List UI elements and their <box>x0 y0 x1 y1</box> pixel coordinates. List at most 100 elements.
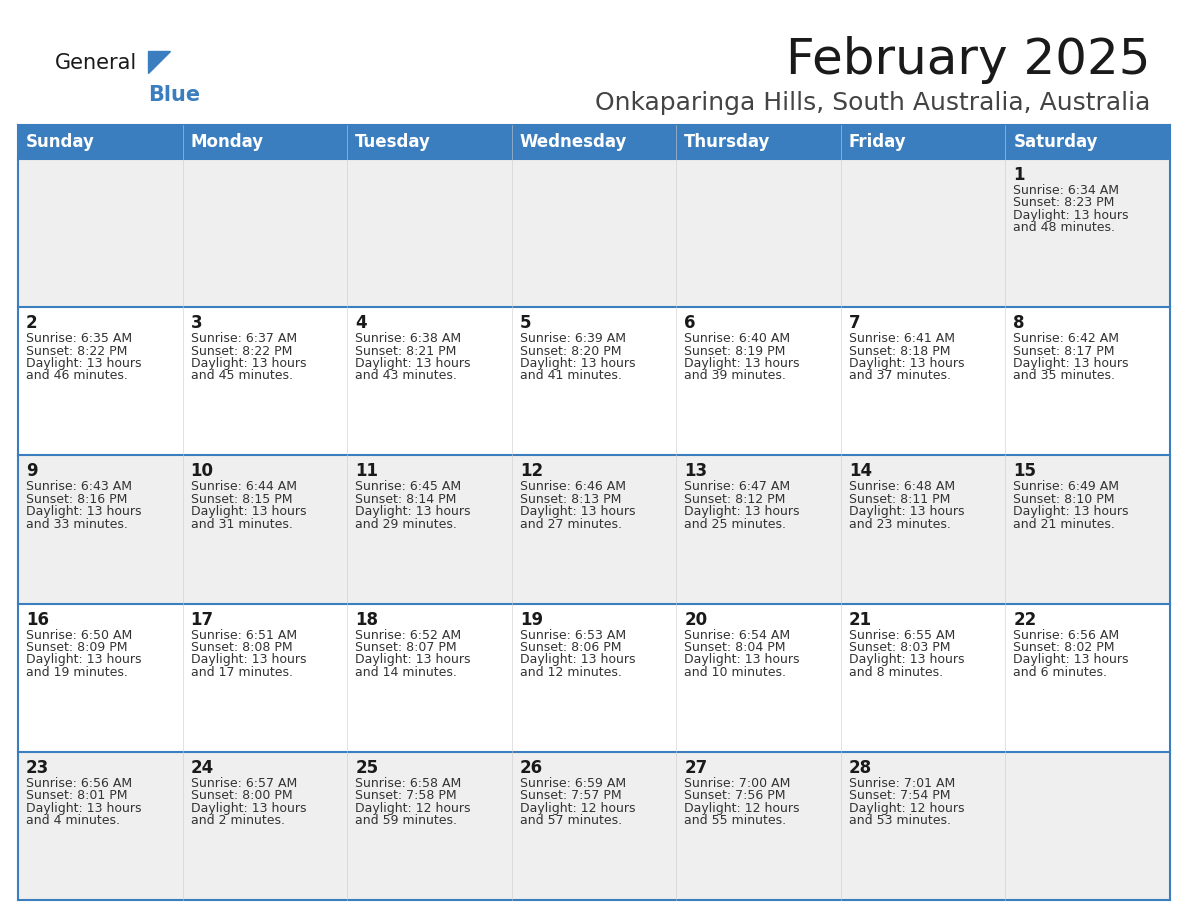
Text: Sunset: 8:11 PM: Sunset: 8:11 PM <box>849 493 950 506</box>
Text: Sunrise: 6:51 AM: Sunrise: 6:51 AM <box>190 629 297 642</box>
Text: and 53 minutes.: and 53 minutes. <box>849 814 950 827</box>
Text: 8: 8 <box>1013 314 1025 332</box>
Text: Sunset: 8:04 PM: Sunset: 8:04 PM <box>684 641 785 654</box>
Text: Daylight: 12 hours: Daylight: 12 hours <box>684 801 800 814</box>
Text: Sunrise: 6:39 AM: Sunrise: 6:39 AM <box>519 332 626 345</box>
Text: 4: 4 <box>355 314 367 332</box>
Text: Sunrise: 6:55 AM: Sunrise: 6:55 AM <box>849 629 955 642</box>
Text: Sunrise: 6:46 AM: Sunrise: 6:46 AM <box>519 480 626 493</box>
Text: Sunrise: 6:50 AM: Sunrise: 6:50 AM <box>26 629 132 642</box>
Bar <box>18 125 183 159</box>
Text: Daylight: 13 hours: Daylight: 13 hours <box>849 654 965 666</box>
Text: Sunday: Sunday <box>26 133 95 151</box>
Polygon shape <box>148 51 170 73</box>
Text: Sunrise: 6:59 AM: Sunrise: 6:59 AM <box>519 777 626 789</box>
Text: Daylight: 13 hours: Daylight: 13 hours <box>684 505 800 519</box>
Text: Sunset: 8:13 PM: Sunset: 8:13 PM <box>519 493 621 506</box>
Text: and 57 minutes.: and 57 minutes. <box>519 814 621 827</box>
Text: Sunrise: 6:38 AM: Sunrise: 6:38 AM <box>355 332 461 345</box>
Text: and 25 minutes.: and 25 minutes. <box>684 518 786 531</box>
Text: Sunset: 7:56 PM: Sunset: 7:56 PM <box>684 789 785 802</box>
Text: and 37 minutes.: and 37 minutes. <box>849 369 950 383</box>
Text: Sunset: 8:01 PM: Sunset: 8:01 PM <box>26 789 127 802</box>
Text: Sunset: 7:54 PM: Sunset: 7:54 PM <box>849 789 950 802</box>
Text: 16: 16 <box>26 610 49 629</box>
Text: Daylight: 13 hours: Daylight: 13 hours <box>26 654 141 666</box>
Text: Blue: Blue <box>148 85 200 105</box>
Text: Daylight: 13 hours: Daylight: 13 hours <box>519 357 636 370</box>
Text: Daylight: 13 hours: Daylight: 13 hours <box>190 357 307 370</box>
Text: Sunrise: 6:54 AM: Sunrise: 6:54 AM <box>684 629 790 642</box>
Text: 7: 7 <box>849 314 860 332</box>
Text: Sunrise: 7:00 AM: Sunrise: 7:00 AM <box>684 777 791 789</box>
Text: and 10 minutes.: and 10 minutes. <box>684 666 786 678</box>
Text: Thursday: Thursday <box>684 133 771 151</box>
Bar <box>676 125 841 159</box>
Text: and 29 minutes.: and 29 minutes. <box>355 518 457 531</box>
Text: Daylight: 13 hours: Daylight: 13 hours <box>684 357 800 370</box>
Text: Sunrise: 6:35 AM: Sunrise: 6:35 AM <box>26 332 132 345</box>
Text: 22: 22 <box>1013 610 1037 629</box>
Text: and 17 minutes.: and 17 minutes. <box>190 666 292 678</box>
Text: Sunset: 8:18 PM: Sunset: 8:18 PM <box>849 344 950 358</box>
Text: and 6 minutes.: and 6 minutes. <box>1013 666 1107 678</box>
Text: 19: 19 <box>519 610 543 629</box>
Text: 2: 2 <box>26 314 38 332</box>
Text: Sunset: 8:20 PM: Sunset: 8:20 PM <box>519 344 621 358</box>
Text: Sunset: 8:22 PM: Sunset: 8:22 PM <box>26 344 127 358</box>
Text: and 14 minutes.: and 14 minutes. <box>355 666 457 678</box>
Text: Daylight: 13 hours: Daylight: 13 hours <box>849 505 965 519</box>
Text: Sunrise: 6:45 AM: Sunrise: 6:45 AM <box>355 480 461 493</box>
Text: Onkaparinga Hills, South Australia, Australia: Onkaparinga Hills, South Australia, Aust… <box>595 91 1150 115</box>
Text: Sunset: 8:00 PM: Sunset: 8:00 PM <box>190 789 292 802</box>
Text: Sunrise: 6:34 AM: Sunrise: 6:34 AM <box>1013 184 1119 197</box>
Text: and 21 minutes.: and 21 minutes. <box>1013 518 1116 531</box>
Text: Sunrise: 6:40 AM: Sunrise: 6:40 AM <box>684 332 790 345</box>
Text: 20: 20 <box>684 610 707 629</box>
Bar <box>18 308 1170 455</box>
Text: 27: 27 <box>684 759 708 777</box>
Text: and 45 minutes.: and 45 minutes. <box>190 369 292 383</box>
Text: and 46 minutes.: and 46 minutes. <box>26 369 128 383</box>
Bar <box>18 455 1170 604</box>
Text: and 2 minutes.: and 2 minutes. <box>190 814 285 827</box>
Text: and 31 minutes.: and 31 minutes. <box>190 518 292 531</box>
Text: Daylight: 12 hours: Daylight: 12 hours <box>849 801 965 814</box>
Text: General: General <box>55 53 138 73</box>
Text: Daylight: 13 hours: Daylight: 13 hours <box>26 505 141 519</box>
Text: Friday: Friday <box>849 133 906 151</box>
Text: and 27 minutes.: and 27 minutes. <box>519 518 621 531</box>
Text: and 19 minutes.: and 19 minutes. <box>26 666 128 678</box>
Text: Daylight: 13 hours: Daylight: 13 hours <box>519 505 636 519</box>
Bar <box>18 159 1170 308</box>
Text: 5: 5 <box>519 314 531 332</box>
Text: 18: 18 <box>355 610 378 629</box>
Text: Daylight: 13 hours: Daylight: 13 hours <box>190 801 307 814</box>
Text: 21: 21 <box>849 610 872 629</box>
Text: Sunset: 8:14 PM: Sunset: 8:14 PM <box>355 493 456 506</box>
Text: Sunset: 8:03 PM: Sunset: 8:03 PM <box>849 641 950 654</box>
Text: Sunset: 8:06 PM: Sunset: 8:06 PM <box>519 641 621 654</box>
Text: Daylight: 13 hours: Daylight: 13 hours <box>684 654 800 666</box>
Text: Sunrise: 6:47 AM: Sunrise: 6:47 AM <box>684 480 790 493</box>
Bar <box>18 604 1170 752</box>
Text: Sunset: 8:21 PM: Sunset: 8:21 PM <box>355 344 456 358</box>
Text: Sunset: 8:08 PM: Sunset: 8:08 PM <box>190 641 292 654</box>
Text: and 8 minutes.: and 8 minutes. <box>849 666 943 678</box>
Text: Sunrise: 6:41 AM: Sunrise: 6:41 AM <box>849 332 955 345</box>
Text: and 12 minutes.: and 12 minutes. <box>519 666 621 678</box>
Text: and 41 minutes.: and 41 minutes. <box>519 369 621 383</box>
Text: 17: 17 <box>190 610 214 629</box>
Text: Sunrise: 6:37 AM: Sunrise: 6:37 AM <box>190 332 297 345</box>
Text: Sunset: 7:57 PM: Sunset: 7:57 PM <box>519 789 621 802</box>
Text: Daylight: 13 hours: Daylight: 13 hours <box>355 357 470 370</box>
Text: Sunrise: 6:49 AM: Sunrise: 6:49 AM <box>1013 480 1119 493</box>
Text: Sunset: 8:09 PM: Sunset: 8:09 PM <box>26 641 127 654</box>
Text: Sunrise: 6:56 AM: Sunrise: 6:56 AM <box>26 777 132 789</box>
Text: 10: 10 <box>190 463 214 480</box>
Bar <box>512 125 676 159</box>
Text: Sunrise: 6:44 AM: Sunrise: 6:44 AM <box>190 480 297 493</box>
Text: 1: 1 <box>1013 166 1025 184</box>
Text: 9: 9 <box>26 463 38 480</box>
Text: 11: 11 <box>355 463 378 480</box>
